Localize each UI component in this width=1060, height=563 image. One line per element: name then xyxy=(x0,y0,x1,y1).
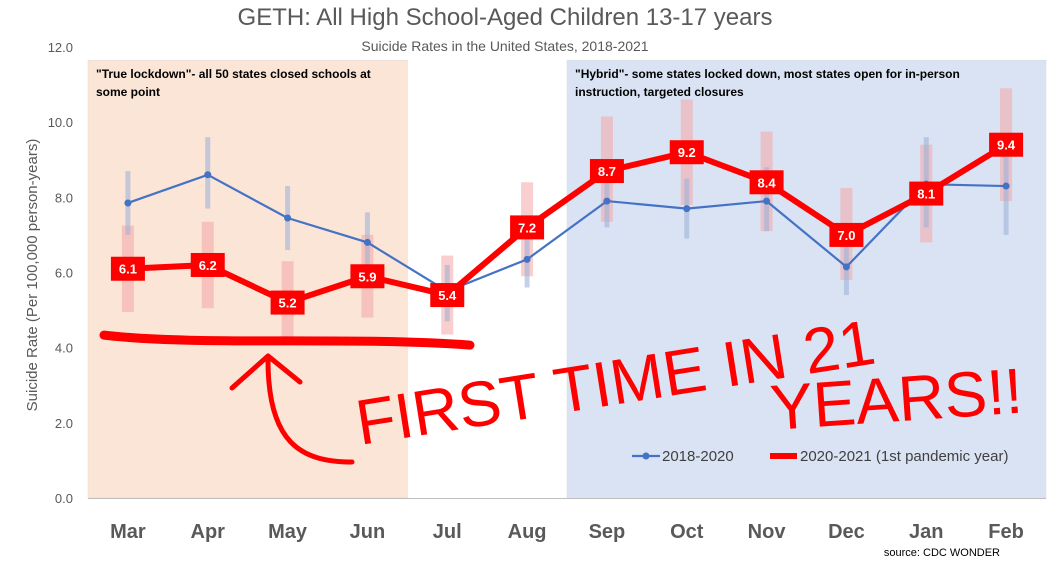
data-label: 9.2 xyxy=(678,145,696,160)
data-label: 7.2 xyxy=(518,220,536,235)
region-label: "True lockdown"- all 50 states closed sc… xyxy=(96,67,371,81)
data-label-box xyxy=(589,159,624,184)
region-label: "Hybrid"- some states locked down, most … xyxy=(575,67,960,81)
source-note: source: CDC WONDER xyxy=(884,547,1000,559)
line-2018-2020 xyxy=(127,173,1007,293)
data-label: 5.9 xyxy=(358,269,376,284)
point-2018-2020 xyxy=(842,263,850,271)
point-2018-2020 xyxy=(363,238,371,246)
data-label-box xyxy=(110,256,145,281)
y-tick-label: 8.0 xyxy=(55,190,73,205)
point-2018-2020 xyxy=(603,197,611,205)
data-label: 9.4 xyxy=(997,138,1016,153)
y-tick-label: 2.0 xyxy=(55,416,73,431)
data-label: 6.2 xyxy=(199,258,217,273)
x-tick-label: Dec xyxy=(828,521,865,543)
x-tick-label: Jun xyxy=(350,521,386,543)
x-tick-label: Oct xyxy=(670,521,704,543)
legend-marker-2018-2020 xyxy=(642,452,650,460)
x-tick-label: Mar xyxy=(110,521,146,543)
chart-subtitle: Suicide Rates in the United States, 2018… xyxy=(361,38,648,54)
x-axis: Mar Apr May Jun Jul Aug Sep Oct Nov Dec Jan Feb xyxy=(110,521,1024,543)
region-label: some point xyxy=(96,85,160,99)
y-tick-label: 0.0 xyxy=(55,491,73,506)
x-tick-label: Feb xyxy=(988,521,1024,543)
point-2018-2020 xyxy=(204,171,212,179)
arrow-shaft xyxy=(265,357,355,465)
point-2018-2020 xyxy=(284,214,292,222)
region-label: instruction, targeted closures xyxy=(575,85,744,99)
x-tick-label: Nov xyxy=(748,521,787,543)
underline-stroke xyxy=(99,330,475,350)
data-label: 6.1 xyxy=(119,262,137,277)
chart-title: GETH: All High School-Aged Children 13-1… xyxy=(238,4,773,31)
data-label: 8.7 xyxy=(598,164,616,179)
data-label-box xyxy=(829,222,864,247)
y-tick-label: 12.0 xyxy=(48,40,73,55)
x-tick-label: May xyxy=(268,521,308,543)
data-label-box xyxy=(270,290,305,315)
data-label-box xyxy=(510,215,545,240)
point-2018-2020 xyxy=(1002,182,1010,190)
data-label-box xyxy=(749,170,784,195)
data-label-box xyxy=(430,283,465,308)
y-tick-label: 4.0 xyxy=(55,341,73,356)
data-label-box xyxy=(989,132,1024,157)
legend-label-2018-2020: 2018-2020 xyxy=(662,448,734,465)
data-label: 8.4 xyxy=(758,175,777,190)
handwritten-line2: YEARS!! xyxy=(768,355,1025,444)
point-2018-2020 xyxy=(763,197,771,205)
data-label: 8.1 xyxy=(917,187,935,202)
region-labels: "True lockdown"- all 50 states closed sc… xyxy=(96,67,960,99)
x-tick-label: Aug xyxy=(508,521,547,543)
y-tick-label: 10.0 xyxy=(48,115,73,130)
x-tick-label: Jan xyxy=(909,521,943,543)
point-2018-2020 xyxy=(523,255,531,263)
x-tick-label: Sep xyxy=(589,521,626,543)
legend-label-2020-2021: 2020-2021 (1st pandemic year) xyxy=(800,448,1008,465)
series-lines: 6.1 6.2 5.2 5.9 5.4 7.2 8.7 9.2 8.4 7.0 8.1 9.4 xyxy=(110,132,1024,315)
data-label: 7.0 xyxy=(837,228,855,243)
data-label: 5.2 xyxy=(279,296,297,311)
region-band xyxy=(566,59,1047,499)
arrow-head xyxy=(229,353,303,391)
data-label-box xyxy=(909,181,944,206)
data-label: 5.4 xyxy=(438,288,457,303)
legend: 2018-2020 2020-2021 (1st pandemic year) xyxy=(632,448,1008,465)
y-axis: 0.0 2.0 4.0 6.0 8.0 10.0 12.0 xyxy=(48,40,1046,506)
x-tick-label: Apr xyxy=(191,521,226,543)
x-tick-label: Jul xyxy=(433,521,462,543)
point-2018-2020 xyxy=(683,205,691,213)
data-label-box xyxy=(190,252,225,277)
y-axis-label: Suicide Rate (Per 100,000 person-years) xyxy=(24,139,41,412)
data-label-box xyxy=(669,140,704,165)
point-2018-2020 xyxy=(124,199,132,207)
y-tick-label: 6.0 xyxy=(55,266,73,281)
data-label-box xyxy=(350,264,385,289)
